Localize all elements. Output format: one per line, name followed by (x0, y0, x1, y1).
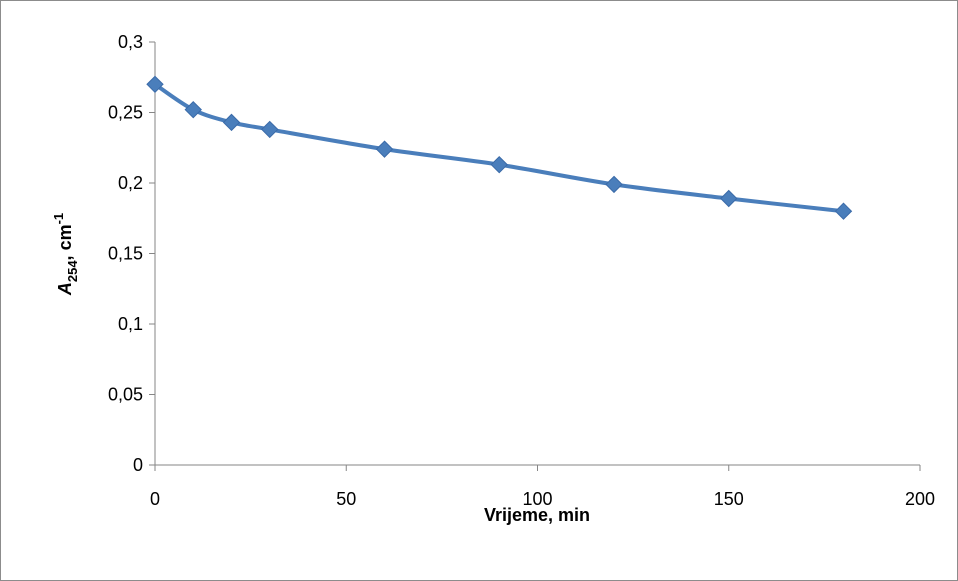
y-tick-label: 0 (133, 455, 143, 475)
y-tick-label: 0,1 (118, 314, 143, 334)
y-tick-label: 0,15 (108, 244, 143, 264)
x-tick-label: 50 (336, 489, 356, 509)
data-point-marker (834, 202, 853, 220)
y-tick-label: 0,2 (118, 173, 143, 193)
data-point-marker (490, 155, 508, 174)
data-point-marker (375, 140, 394, 158)
y-tick-label: 0,3 (118, 32, 143, 52)
y-axis-superscript: -1 (51, 213, 66, 225)
y-axis-subscript: 254 (65, 260, 80, 282)
x-axis-ticks: 0 50 100 150 200 (150, 465, 935, 509)
data-point-marker (605, 175, 623, 194)
x-tick-label: 150 (714, 489, 744, 509)
data-point-marker (222, 113, 241, 132)
x-tick-label: 0 (150, 489, 160, 509)
x-axis-title: Vrijeme, min (484, 505, 590, 525)
y-axis-unit: , cm (55, 224, 75, 260)
y-tick-label: 0,05 (108, 385, 143, 405)
y-axis-title: A254, cm-1 (51, 213, 80, 296)
data-point-marker (720, 189, 738, 208)
y-tick-label: 0,25 (108, 103, 143, 123)
y-axis-symbol: A (55, 282, 75, 296)
x-tick-label: 100 (522, 489, 552, 509)
data-markers (146, 75, 853, 220)
data-point-marker (184, 100, 202, 119)
svg-text:A254, cm-1: A254, cm-1 (51, 213, 80, 296)
data-point-marker (261, 120, 279, 139)
data-point-marker (146, 75, 164, 94)
x-tick-label: 200 (905, 489, 935, 509)
y-axis-ticks: 0 0,05 0,1 0,15 0,2 0,25 0,3 (108, 32, 155, 475)
series-line (153, 82, 846, 214)
